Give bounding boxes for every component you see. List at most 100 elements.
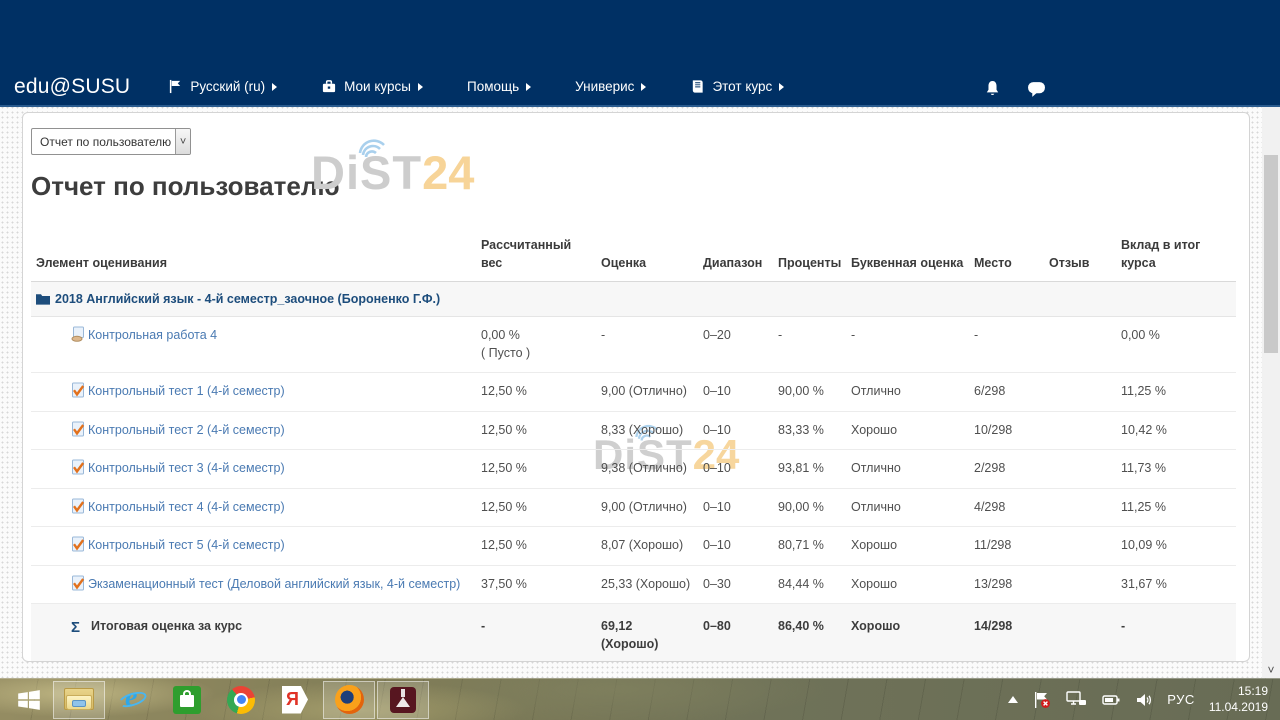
cell-grade: 9,00 (Отлично) — [601, 384, 687, 398]
table-row: Контрольная работа 4 0,00 %( Пусто ) - 0–20… — [31, 317, 1236, 373]
grade-item-link[interactable]: Контрольный тест 4 (4-й семестр) — [88, 499, 285, 514]
cell-percent: 90,00 % — [778, 384, 824, 398]
windows-store-icon[interactable] — [161, 681, 213, 719]
cell-contribution: 31,67 % — [1121, 576, 1167, 591]
chevron-right-icon — [641, 82, 647, 91]
total-letter: Хорошо — [851, 619, 901, 633]
cell-rank: 2/298 — [974, 461, 1006, 475]
chevron-right-icon — [526, 82, 532, 91]
site-logo[interactable]: edu@SUSU — [14, 74, 131, 98]
notifications-bell-icon[interactable] — [984, 80, 1001, 98]
volume-icon[interactable] — [1135, 691, 1153, 709]
menu-this-course[interactable]: Этот курс — [680, 75, 810, 98]
cell-contribution: 10,42 % — [1121, 422, 1167, 437]
windows-taskbar: e Я РУС 15:19 11.04.2019 — [0, 678, 1280, 720]
quiz-icon — [70, 421, 86, 437]
cell-grade: 9,00 (Отлично) — [601, 499, 687, 514]
grade-item-cell: Контрольный тест 1 (4-й семестр) — [31, 373, 481, 411]
cell-letter: Отлично — [851, 461, 901, 475]
assignment-icon — [70, 326, 86, 342]
cell-range: 0–20 — [703, 328, 731, 342]
grade-item-link[interactable]: Контрольный тест 1 (4-й семестр) — [88, 384, 285, 398]
report-type-select[interactable]: Отчет по пользователю ˅ — [31, 128, 191, 155]
quiz-icon — [70, 536, 86, 552]
download-manager-icon[interactable] — [377, 680, 429, 719]
cell-weight: 12,50 % — [481, 538, 527, 552]
wifi-arcs-icon — [358, 139, 385, 157]
language-indicator[interactable]: РУС — [1167, 692, 1195, 707]
system-tray: РУС 15:19 11.04.2019 — [1008, 684, 1280, 715]
cell-weight: 12,50 % — [481, 499, 527, 514]
scroll-down-arrow-icon[interactable]: ˅ — [1267, 663, 1275, 677]
sigma-icon: Σ — [71, 619, 81, 636]
col-header-grade: Оценка — [601, 255, 647, 270]
cell-feedback — [1049, 489, 1121, 527]
menu-this-course-label: Этот курс — [712, 79, 773, 94]
total-weight: - — [481, 619, 486, 633]
menu-my-courses-label: Мои курсы — [344, 79, 411, 94]
menu-language[interactable]: Русский (ru) — [158, 75, 303, 98]
cell-grade: 25,33 (Хорошо) — [601, 576, 691, 591]
cell-rank: 13/298 — [974, 576, 1013, 591]
table-row: Контрольный тест 4 (4-й семестр) 12,50 % 9… — [31, 489, 1236, 527]
cell-letter: Хорошо — [851, 576, 898, 591]
grade-item-link[interactable]: Контрольный тест 5 (4-й семестр) — [88, 538, 285, 552]
cell-grade: 8,33 (Хорошо) — [601, 422, 684, 437]
action-center-flag-icon[interactable] — [1032, 690, 1052, 710]
grade-item-link[interactable]: Контрольная работа 4 — [88, 328, 218, 342]
cell-rank: 11/298 — [974, 538, 1012, 552]
menu-univeris[interactable]: Универис — [565, 75, 672, 98]
file-explorer-icon[interactable] — [53, 680, 105, 719]
report-page: Отчет по пользователю ˅ Отчет по пользов… — [22, 112, 1250, 662]
cell-letter: Отлично — [851, 384, 901, 398]
menu-my-courses[interactable]: Мои курсы — [311, 75, 449, 98]
grade-item-cell: Экзаменационный тест (Деловой английский… — [31, 566, 481, 604]
cell-feedback — [1049, 566, 1121, 604]
grade-report-table: Элемент оценивания Рассчитанный вес Оцен… — [31, 227, 1236, 661]
table-row: Экзаменационный тест (Деловой английский… — [31, 566, 1236, 604]
yandex-browser-icon[interactable]: Я — [269, 681, 321, 719]
menu-help[interactable]: Помощь — [457, 75, 557, 98]
tray-expand-icon[interactable] — [1008, 696, 1019, 703]
cell-percent: 90,00 % — [778, 499, 824, 514]
col-header-percent: Проценты — [778, 255, 842, 270]
cell-range: 0–10 — [703, 461, 731, 475]
cell-range: 0–30 — [703, 576, 731, 591]
course-total-label: Итоговая оценка за курс — [91, 619, 243, 633]
total-range: 0–80 — [703, 619, 731, 633]
table-row: Контрольный тест 1 (4-й семестр) 12,50 % 9… — [31, 373, 1236, 412]
cell-range: 0–10 — [703, 422, 731, 437]
messages-icon[interactable] — [1027, 81, 1046, 98]
scrollbar-thumb[interactable] — [1264, 155, 1278, 353]
cell-range: 0–10 — [703, 538, 731, 552]
grade-item-link[interactable]: Экзаменационный тест (Деловой английский… — [88, 576, 461, 591]
report-type-value: Отчет по пользователю — [40, 135, 172, 149]
network-icon[interactable] — [1066, 690, 1087, 709]
grade-item-link[interactable]: Контрольный тест 2 (4-й семестр) — [88, 422, 285, 437]
cell-feedback — [1049, 450, 1121, 488]
tray-clock[interactable]: 15:19 11.04.2019 — [1209, 684, 1268, 715]
chevron-down-icon: ˅ — [175, 129, 190, 154]
total-feedback — [1049, 604, 1121, 661]
course-total-row: Σ Итоговая оценка за курс - 69,12 (Хорош… — [31, 604, 1236, 661]
vertical-scrollbar[interactable]: ˅ — [1262, 107, 1280, 678]
quiz-icon — [70, 382, 86, 398]
cell-letter: Хорошо — [851, 538, 898, 552]
total-contribution: - — [1121, 619, 1126, 633]
chrome-icon[interactable] — [215, 681, 267, 719]
cell-letter: Отлично — [851, 499, 901, 514]
main-menu: Русский (ru) Мои курсы Помощь Универис Э… — [158, 75, 984, 98]
start-button[interactable] — [6, 680, 52, 720]
cell-contribution: 11,73 % — [1121, 461, 1166, 475]
grade-item-cell: Контрольная работа 4 — [31, 317, 481, 372]
firefox-icon[interactable] — [323, 680, 375, 719]
col-header-weight: Рассчитанный вес — [481, 238, 572, 270]
page-title: Отчет по пользователю — [31, 171, 340, 201]
table-row: Контрольный тест 3 (4-й семестр) 12,50 % 9… — [31, 450, 1236, 489]
battery-icon[interactable] — [1101, 691, 1121, 709]
internet-explorer-icon[interactable]: e — [107, 681, 159, 719]
grade-item-link[interactable]: Контрольный тест 3 (4-й семестр) — [88, 461, 285, 475]
cell-letter: Хорошо — [851, 422, 898, 437]
cell-percent: 84,44 % — [778, 576, 824, 591]
navbar-right-icons — [984, 80, 1046, 98]
